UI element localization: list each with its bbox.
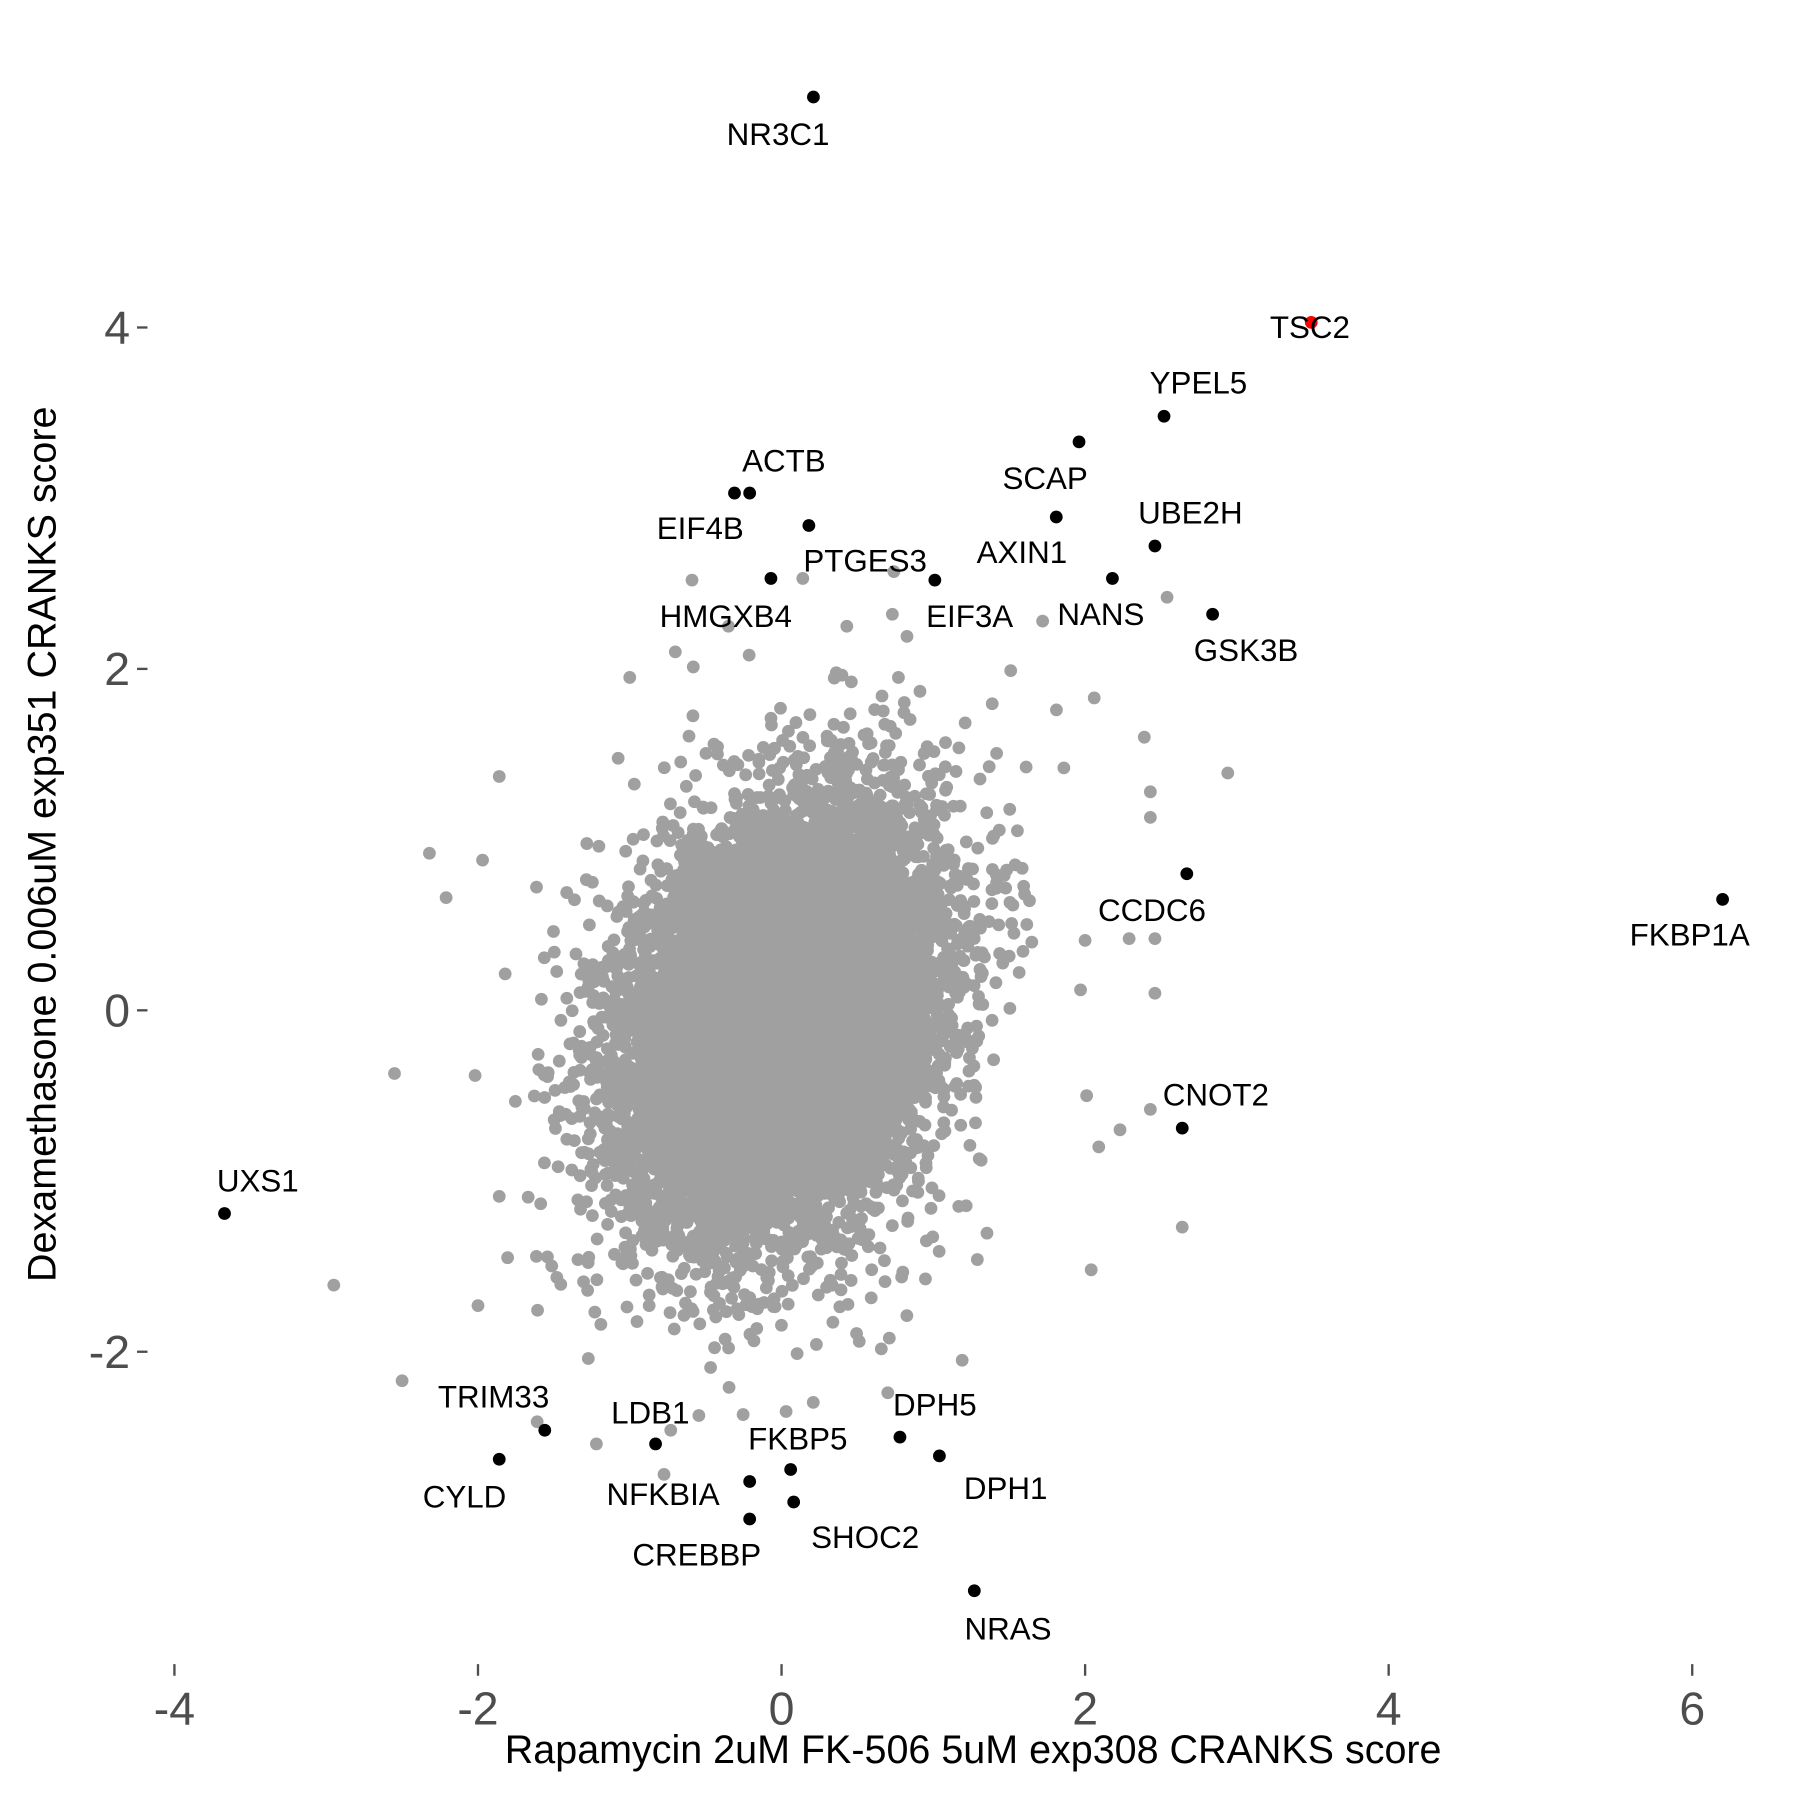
- background-point: [926, 1230, 940, 1244]
- background-point: [641, 1266, 654, 1280]
- background-point: [590, 1232, 604, 1246]
- background-point: [594, 1317, 608, 1331]
- background-point: [582, 918, 596, 932]
- background-point: [791, 749, 805, 763]
- background-point: [583, 1116, 597, 1130]
- background-point: [521, 1190, 535, 1204]
- background-point: [588, 1305, 602, 1319]
- background-point: [900, 630, 914, 643]
- background-point: [688, 795, 701, 809]
- background-point: [590, 1273, 604, 1287]
- background-point: [1050, 703, 1063, 717]
- background-point: [550, 965, 564, 978]
- background-point: [835, 1256, 848, 1270]
- background-point: [725, 1291, 738, 1305]
- background-point: [531, 1303, 544, 1317]
- background-point: [667, 1322, 681, 1336]
- background-point: [930, 798, 943, 812]
- background-point: [993, 947, 1007, 960]
- background-point: [552, 1054, 566, 1068]
- background-point: [987, 1053, 1000, 1067]
- background-point: [781, 1297, 795, 1311]
- background-point: [782, 724, 795, 738]
- background-point: [530, 880, 543, 894]
- background-point: [532, 1063, 546, 1077]
- background-point: [551, 1160, 565, 1174]
- background-point: [1023, 894, 1036, 908]
- background-point: [927, 745, 941, 758]
- background-point: [689, 769, 702, 782]
- background-point: [911, 1171, 925, 1185]
- background-point: [642, 1299, 656, 1313]
- background-points: [327, 565, 1235, 1481]
- background-point: [585, 1179, 598, 1192]
- background-point: [657, 1467, 671, 1481]
- background-point: [531, 1047, 545, 1061]
- background-point: [637, 828, 650, 842]
- background-point: [875, 689, 889, 703]
- background-point: [565, 1004, 579, 1018]
- background-point: [762, 778, 776, 792]
- background-point: [677, 1309, 691, 1322]
- background-point: [501, 1251, 514, 1265]
- background-point: [672, 898, 686, 911]
- background-point: [878, 1275, 892, 1288]
- background-point: [973, 921, 987, 935]
- background-point: [885, 1219, 899, 1233]
- background-point: [785, 1278, 799, 1292]
- background-point: [826, 1315, 840, 1329]
- background-point: [538, 1091, 552, 1104]
- background-point: [719, 1246, 733, 1260]
- background-point: [945, 1011, 958, 1025]
- background-point: [736, 1408, 750, 1421]
- background-point: [626, 832, 640, 846]
- background-point: [803, 708, 817, 722]
- background-point: [1005, 917, 1018, 930]
- background-point: [959, 835, 973, 849]
- background-point: [844, 1274, 858, 1287]
- background-point: [644, 873, 658, 887]
- background-point: [547, 925, 560, 938]
- background-point: [985, 1013, 999, 1027]
- background-point: [913, 684, 927, 698]
- background-point: [679, 1296, 692, 1310]
- background-point: [834, 1268, 848, 1281]
- background-point: [873, 1241, 887, 1255]
- background-point: [622, 880, 635, 894]
- background-point: [900, 1309, 914, 1323]
- background-point: [642, 1288, 656, 1302]
- background-point: [771, 773, 785, 786]
- background-point: [1003, 802, 1017, 816]
- background-point: [599, 1168, 612, 1181]
- background-point: [932, 1245, 946, 1258]
- background-point: [468, 1069, 482, 1082]
- background-point: [938, 808, 951, 822]
- background-point: [790, 1347, 804, 1360]
- background-point: [620, 1300, 634, 1314]
- background-point: [775, 1284, 789, 1298]
- background-point: [571, 1253, 585, 1267]
